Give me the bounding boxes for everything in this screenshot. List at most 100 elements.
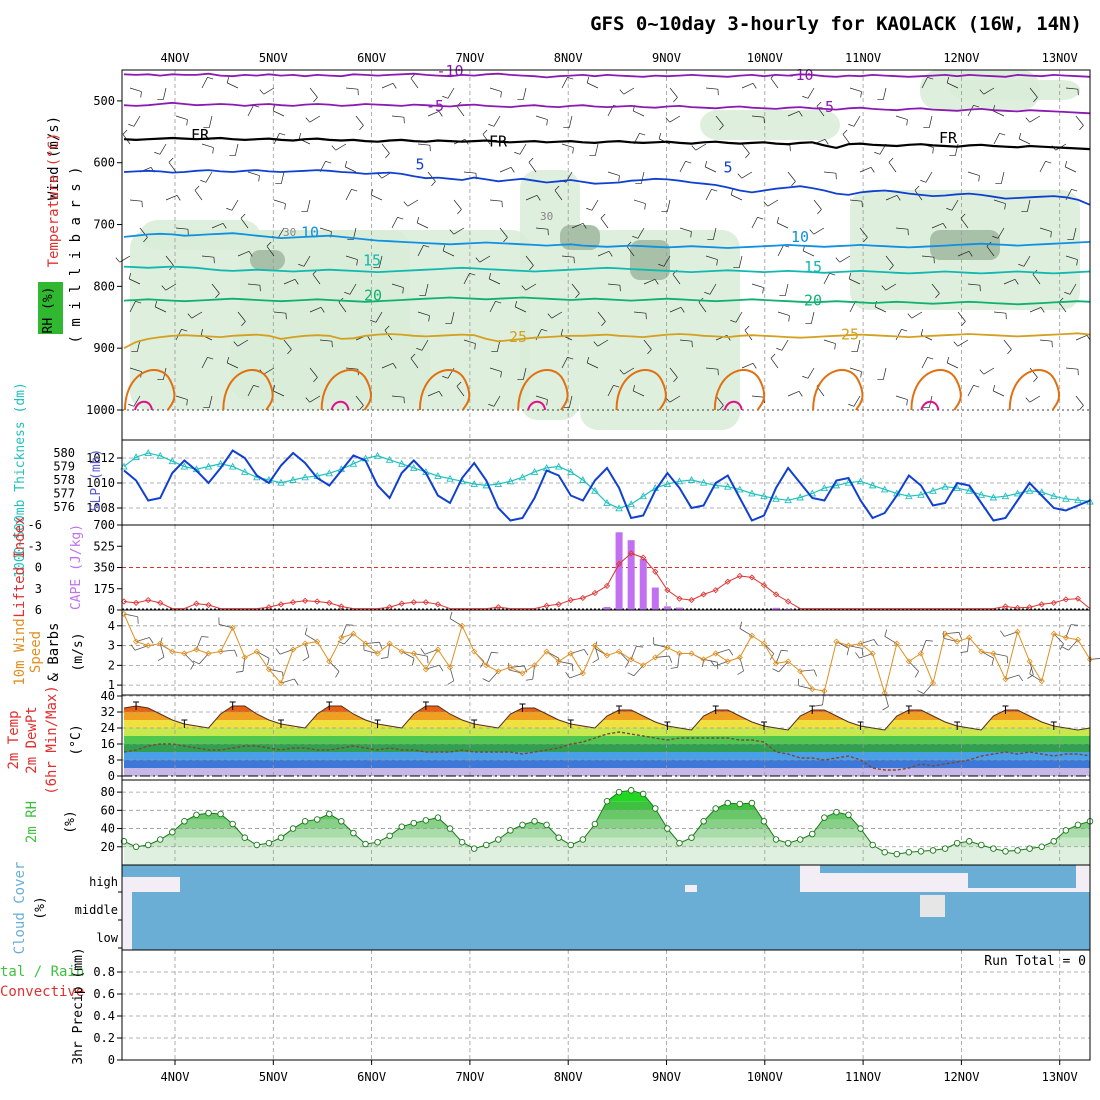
wind-barb-flag bbox=[403, 201, 408, 207]
wind-barb-flag bbox=[488, 272, 492, 279]
wind-barb bbox=[960, 218, 969, 229]
wind-barb-flag bbox=[253, 384, 260, 388]
wind10-point bbox=[700, 656, 707, 663]
wind-barb bbox=[993, 311, 1006, 314]
date-label-top: 6NOV bbox=[357, 51, 386, 65]
wind10-point bbox=[519, 670, 526, 677]
wind-barb-flag bbox=[528, 157, 534, 163]
thickness-point bbox=[675, 477, 684, 485]
wind-barb-flag bbox=[149, 637, 154, 644]
wind-barb bbox=[884, 636, 898, 644]
wind-barb bbox=[921, 77, 928, 89]
wind-barb-flag bbox=[331, 145, 336, 151]
wind-barb bbox=[129, 278, 141, 285]
wind-barb bbox=[303, 255, 311, 267]
wind-barb bbox=[345, 255, 358, 260]
rh2m-point bbox=[579, 836, 587, 843]
wind10-frame bbox=[121, 609, 1091, 696]
wind-barb bbox=[967, 385, 974, 397]
rh2m-point bbox=[857, 825, 864, 832]
rh2m-point bbox=[712, 805, 719, 812]
rh-band bbox=[124, 819, 1090, 829]
wind-barb-flag bbox=[272, 384, 276, 391]
wind-barb bbox=[391, 115, 404, 118]
wind-barb-flag bbox=[999, 132, 1006, 136]
wind10-point bbox=[688, 650, 695, 657]
wind-barb-flag bbox=[619, 369, 624, 375]
wind-barb-flag bbox=[946, 76, 950, 83]
wind-barb bbox=[751, 395, 764, 398]
wind-barb-flag bbox=[917, 690, 924, 694]
rh2m-point bbox=[639, 790, 647, 798]
rh2m-point bbox=[229, 820, 236, 828]
isotherm-label--5: -5 bbox=[426, 97, 444, 115]
wind-barb bbox=[739, 628, 753, 637]
wind10-point bbox=[1026, 658, 1033, 665]
wind10-point bbox=[386, 640, 393, 647]
cape-tick-700: 700 bbox=[93, 518, 115, 532]
wind-barb bbox=[463, 339, 476, 344]
wind-barb bbox=[328, 661, 340, 672]
wind-barb bbox=[928, 115, 933, 128]
thickness-point bbox=[760, 492, 768, 500]
wind-barb-flag bbox=[416, 347, 423, 351]
wind-barb-flag bbox=[835, 257, 840, 263]
wind-barb bbox=[875, 306, 887, 313]
wind-barb bbox=[1029, 87, 1038, 98]
li-point bbox=[145, 597, 152, 604]
li-point bbox=[265, 604, 272, 611]
thickness-point bbox=[180, 462, 189, 470]
wind-barb-flag bbox=[619, 89, 624, 95]
wind-barb-flag bbox=[992, 384, 996, 391]
rh-band bbox=[124, 810, 1090, 820]
wind-barb bbox=[237, 251, 250, 257]
rh2m-point bbox=[881, 848, 888, 856]
wind-barb-flag bbox=[122, 129, 128, 135]
isotherm-20 bbox=[123, 296, 1091, 306]
wind-barb-flag bbox=[739, 621, 743, 629]
wind-barb-flag bbox=[730, 319, 737, 323]
thickness-point bbox=[699, 478, 708, 486]
cloud-level-low: low bbox=[96, 931, 118, 945]
rh2m-point bbox=[205, 809, 212, 817]
wind-barb bbox=[735, 311, 743, 323]
isotherm-label-10: 10 bbox=[791, 228, 809, 246]
wind-barb-flag bbox=[632, 384, 636, 391]
rh-band bbox=[124, 828, 1090, 838]
rh2m-point bbox=[1026, 845, 1033, 852]
wind-barb-flag bbox=[181, 328, 188, 332]
rh-band bbox=[124, 837, 1090, 847]
li-point bbox=[410, 599, 417, 606]
thickness-point bbox=[506, 477, 515, 485]
thickness-point bbox=[289, 476, 297, 483]
wind-barb bbox=[283, 279, 296, 285]
cloud-level-high: high bbox=[89, 875, 118, 889]
wind-barb-flag bbox=[442, 375, 449, 379]
li-point bbox=[555, 601, 562, 608]
wind-barb bbox=[247, 171, 260, 176]
isotherm-15 bbox=[123, 265, 1091, 275]
rh2m-point bbox=[736, 800, 744, 808]
wind-barb bbox=[175, 395, 188, 400]
wind-barb-flag bbox=[1000, 630, 1005, 637]
wind-barb-flag bbox=[636, 645, 644, 648]
wind-barb-flag bbox=[344, 291, 351, 295]
precip-axis-label: 3hr Precip (mm) bbox=[71, 947, 86, 1064]
wind-barb bbox=[489, 87, 502, 92]
cape-tick-175: 175 bbox=[93, 582, 115, 596]
wind-barb-flag bbox=[302, 656, 310, 662]
wind-barb bbox=[849, 301, 856, 313]
cape-tick-350: 350 bbox=[93, 561, 115, 575]
rh-label-30: 30 bbox=[540, 210, 553, 223]
wind-barb-flag bbox=[500, 91, 502, 98]
li-point bbox=[603, 582, 611, 589]
li-point bbox=[736, 572, 743, 580]
wind-barb bbox=[1003, 339, 1012, 350]
wind-barb bbox=[633, 110, 645, 117]
rh2m-point bbox=[990, 845, 997, 852]
wind-barb bbox=[823, 273, 830, 285]
thickness-point bbox=[168, 457, 177, 465]
thickness-point bbox=[941, 482, 949, 490]
wind-barb-flag bbox=[1059, 643, 1064, 651]
wind-barb-flag bbox=[397, 216, 404, 220]
